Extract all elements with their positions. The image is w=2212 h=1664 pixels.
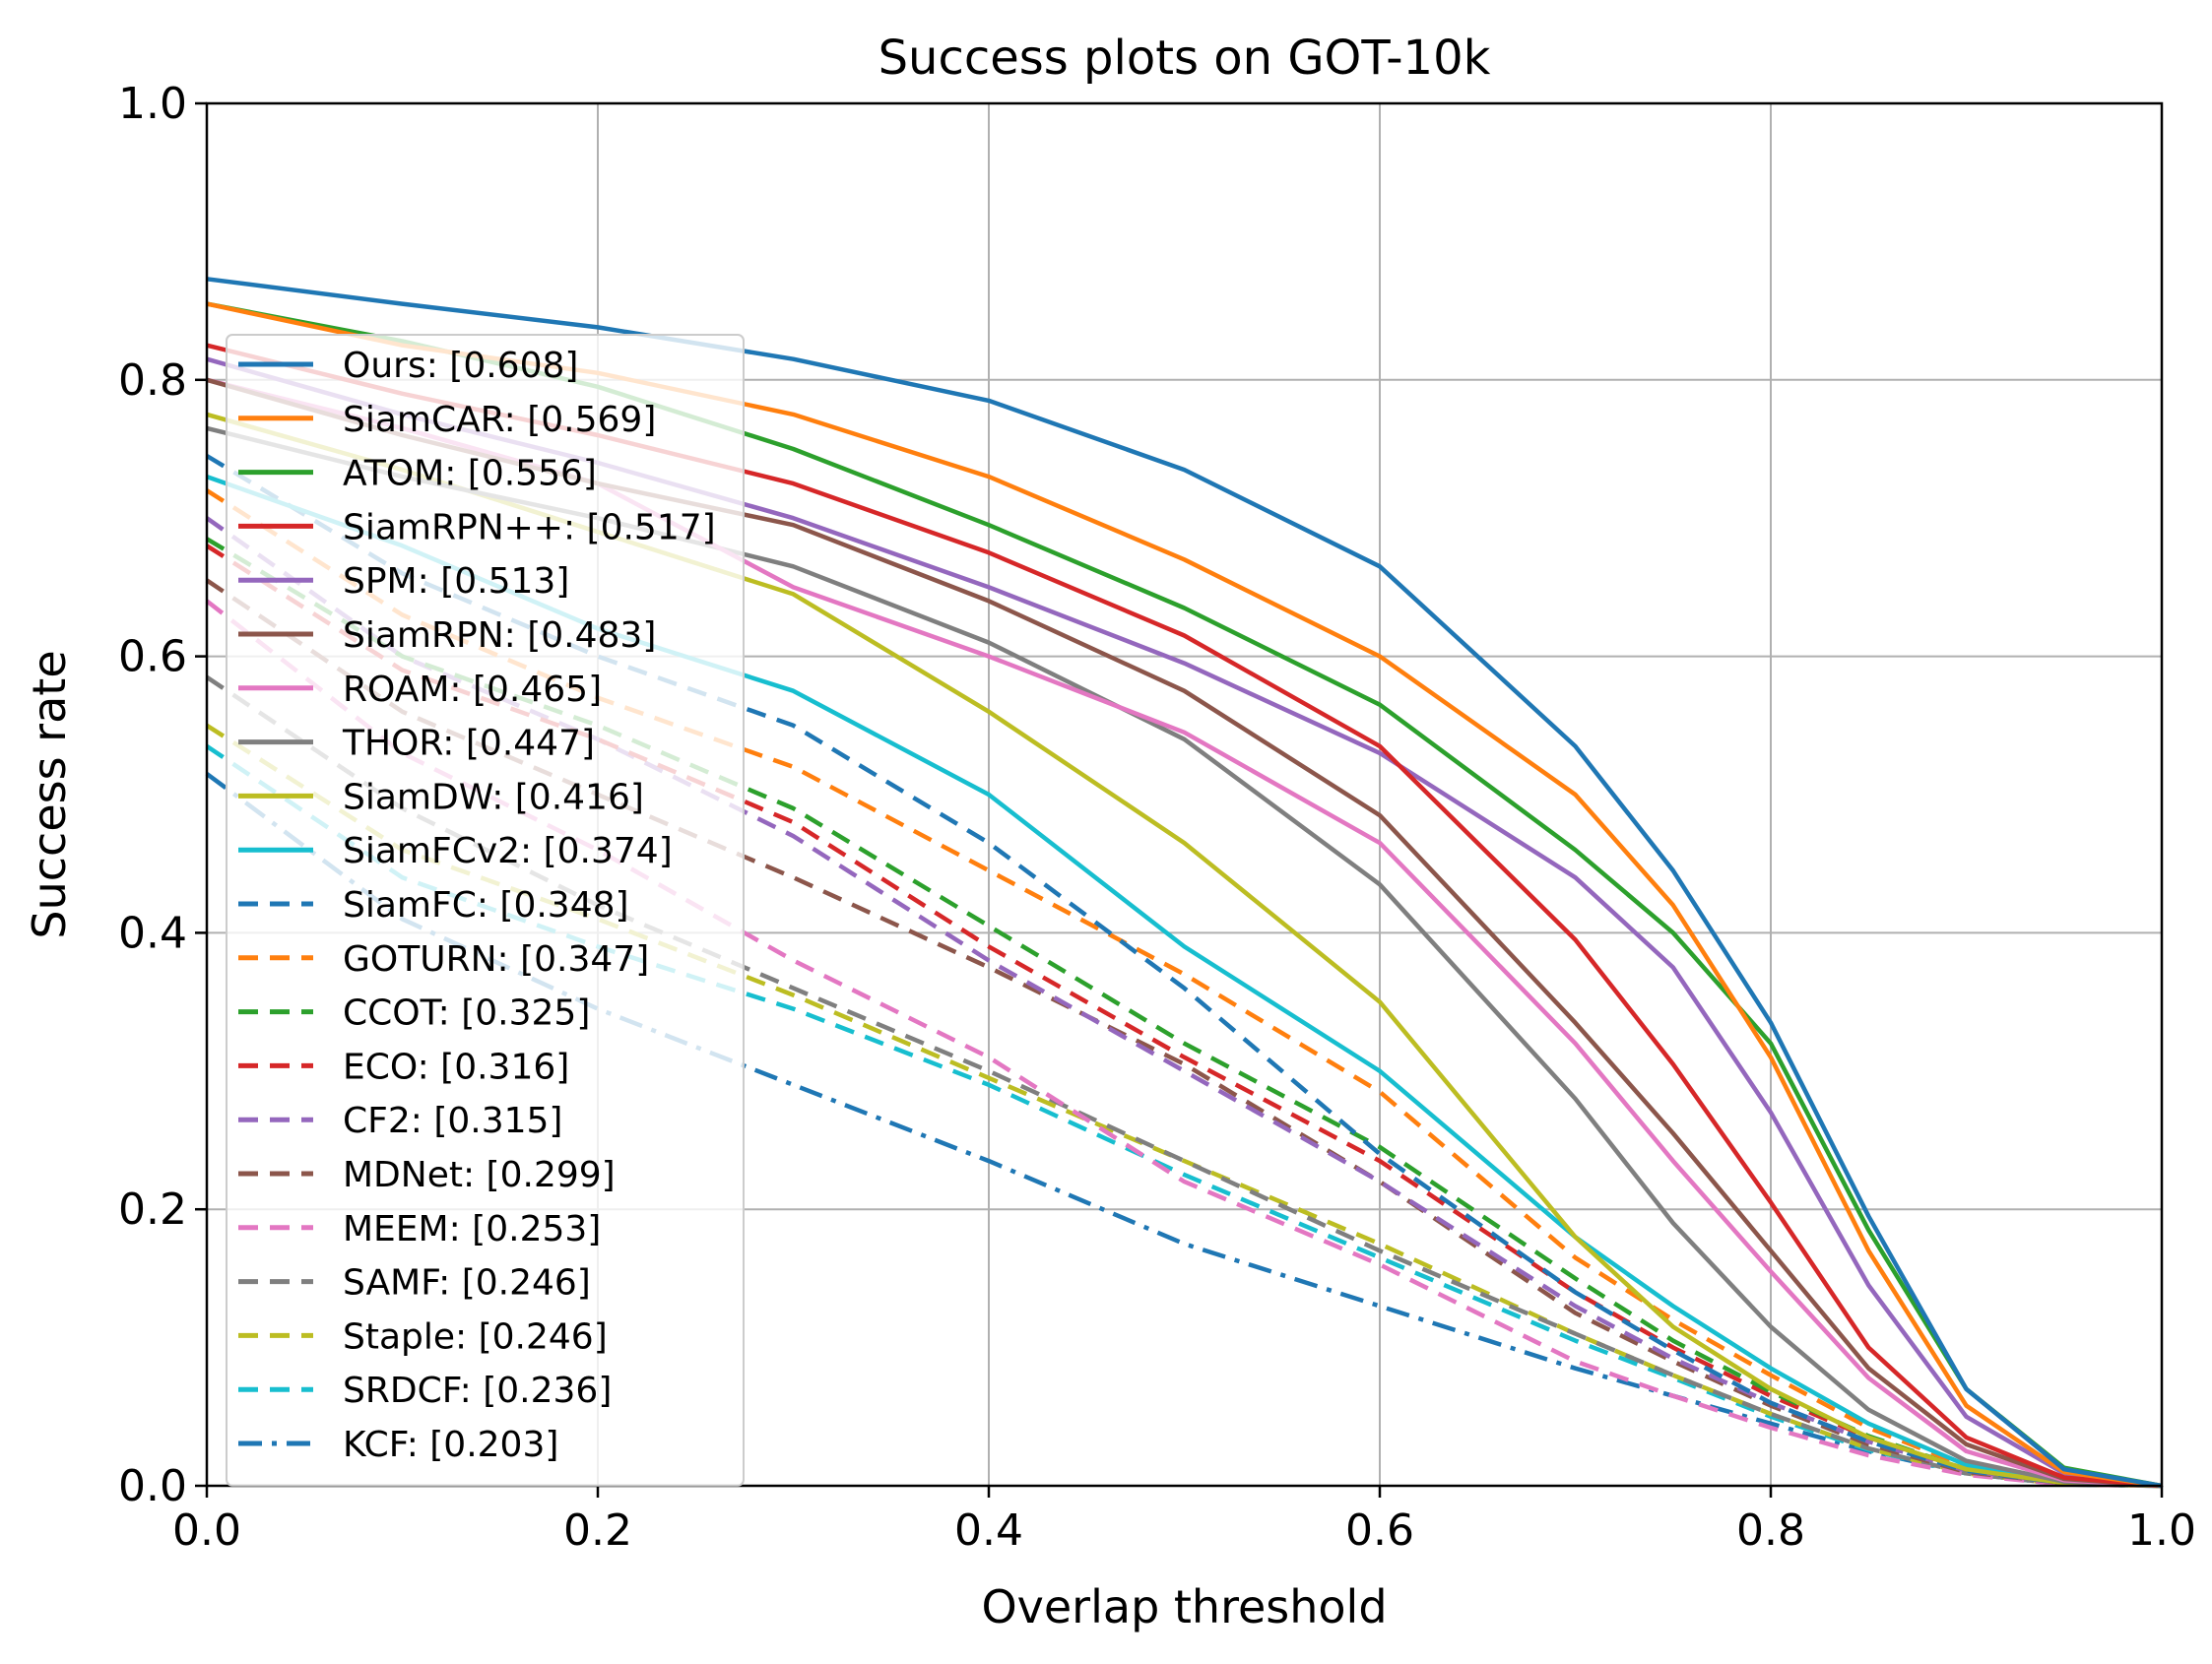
x-tick-label: 0.4 (954, 1505, 1023, 1556)
y-tick-label: 0.4 (118, 908, 187, 958)
legend-box (226, 334, 745, 1487)
x-tick-label: 1.0 (2127, 1505, 2196, 1556)
legend-label: CCOT: [0.325] (343, 993, 590, 1034)
legend-label: Ours: [0.608] (343, 346, 578, 386)
axis-ticks: 0.0 0.2 0.4 0.6 0.8 1.0 0.0 0.2 0.4 0.6 0.8 1.0 (118, 79, 2196, 1556)
legend-label: CF2: [0.315] (343, 1101, 562, 1141)
legend-label: SRDCF: [0.236] (343, 1371, 612, 1411)
y-tick-label: 0.2 (118, 1184, 187, 1235)
x-tick-label: 0.2 (563, 1505, 632, 1556)
legend-label: SPM: [0.513] (343, 561, 569, 602)
legend-label: SiamCAR: [0.569] (343, 400, 656, 440)
legend-label: SiamRPN++: [0.517] (343, 507, 716, 547)
x-tick-label: 0.6 (1345, 1505, 1414, 1556)
y-tick-label: 0.8 (118, 355, 187, 406)
legend-label: THOR: [0.447] (342, 724, 595, 764)
legend-label: SiamRPN: [0.483] (343, 615, 656, 656)
series-line-ours (206, 277, 2163, 1489)
legend-label: SiamDW: [0.416] (343, 777, 644, 817)
legend-label: SiamFC: [0.348] (343, 885, 629, 926)
legend-label: GOTURN: [0.347] (343, 939, 649, 980)
y-tick-label: 0.6 (118, 632, 187, 682)
legend-label: Staple: [0.246] (343, 1316, 608, 1357)
legend-label: KCF: [0.203] (343, 1425, 558, 1465)
legend-label: MEEM: [0.253] (343, 1209, 601, 1249)
x-axis-label: Overlap threshold (981, 1580, 1387, 1633)
legend: Ours: [0.608] SiamCAR: [0.569] ATOM: [0.55… (226, 334, 745, 1487)
x-tick-label: 0.8 (1736, 1505, 1805, 1556)
series-line-meem (205, 599, 2163, 1489)
y-tick-label: 0.0 (118, 1461, 187, 1511)
x-tick-label: 0.0 (172, 1505, 241, 1556)
legend-label: SAMF: [0.246] (343, 1263, 591, 1304)
legend-label: ECO: [0.316] (343, 1047, 569, 1087)
legend-label: ATOM: [0.556] (343, 454, 597, 494)
y-axis-label: Success rate (23, 650, 76, 938)
legend-label: MDNet: [0.299] (343, 1155, 616, 1195)
chart-title: Success plots on GOT-10k (878, 31, 1491, 86)
plot-frame (205, 101, 2164, 1488)
legend-label: SiamFCv2: [0.374] (343, 831, 673, 871)
legend-label: ROAM: [0.465] (343, 670, 602, 710)
y-tick-label: 1.0 (118, 79, 187, 129)
